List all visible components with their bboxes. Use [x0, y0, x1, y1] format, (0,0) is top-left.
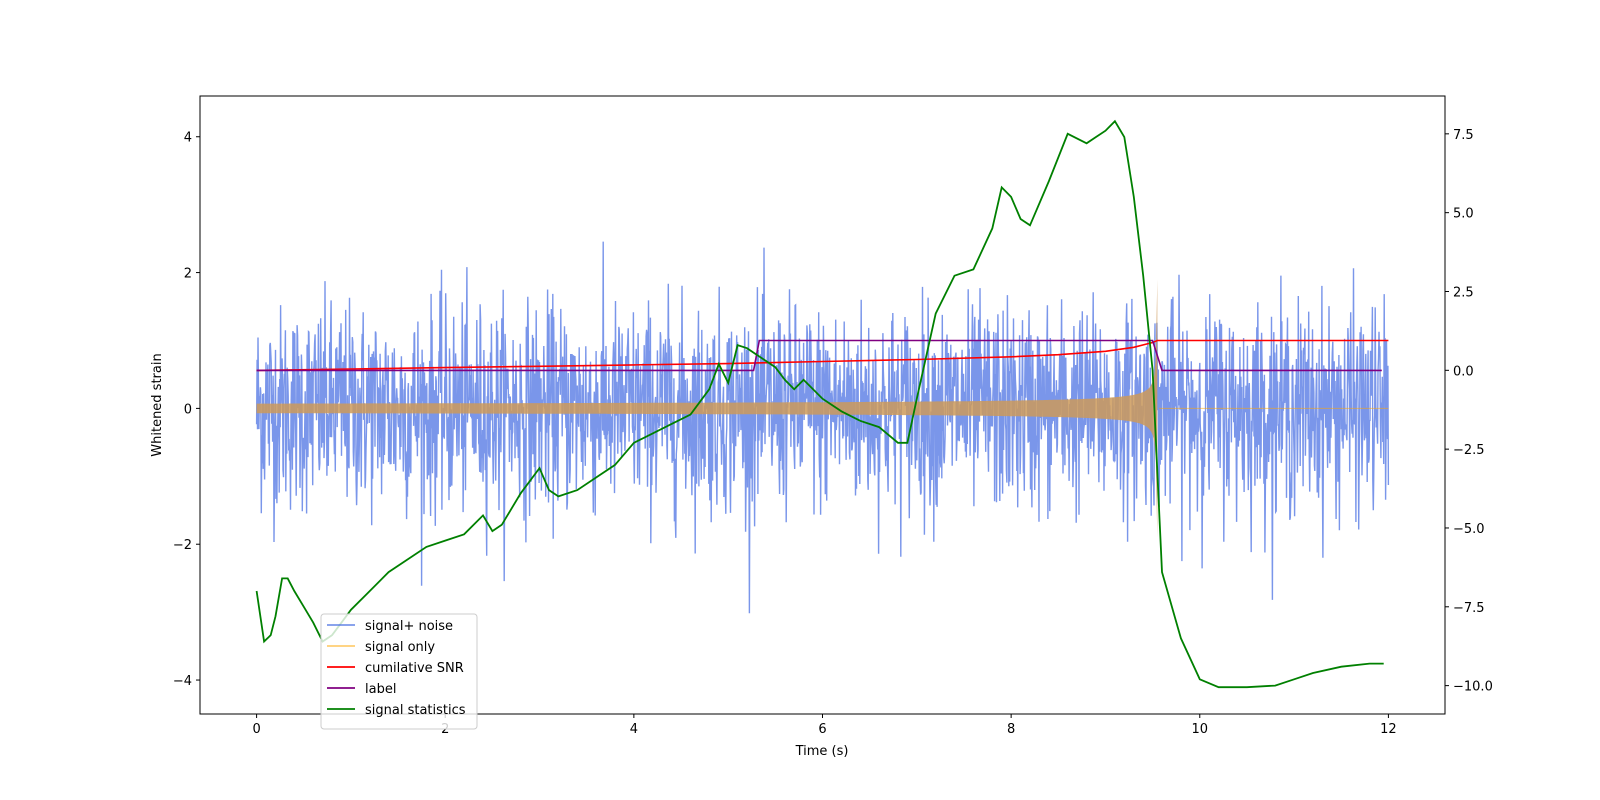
series-signal-only-envelope	[256, 279, 1158, 538]
y2-tick-label: 7.5	[1453, 128, 1474, 143]
legend-entry: label	[365, 682, 396, 697]
y-tick-label: −2	[173, 538, 192, 553]
series-signal-statistics-line	[255, 119, 1384, 689]
series-cumilative-snr-line	[256, 339, 1389, 372]
legend-entry: signal only	[365, 640, 435, 655]
x-tick-label: 12	[1380, 722, 1397, 737]
y2-tick-label: 2.5	[1453, 285, 1474, 300]
x-tick-label: 6	[818, 722, 826, 737]
y2-axis-ticks: −10.0 −7.5 −5.0 −2.5 0.0 2.5 5.0 7.5	[1445, 128, 1493, 695]
y2-tick-label: 5.0	[1453, 207, 1474, 222]
x-axis-label: Time (s)	[795, 744, 849, 759]
x-tick-label: 4	[630, 722, 638, 737]
y-axis-label: Whitened strain	[150, 353, 165, 456]
y2-tick-label: 0.0	[1453, 364, 1474, 379]
y-tick-label: 2	[184, 267, 192, 282]
y-tick-label: 0	[184, 402, 192, 417]
legend-entry: signal statistics	[365, 703, 466, 718]
series-signal-plus-noise-line	[255, 241, 1390, 614]
y2-tick-label: −2.5	[1453, 443, 1485, 458]
x-tick-label: 0	[252, 722, 260, 737]
x-tick-label: 8	[1007, 722, 1015, 737]
legend-entry: signal+ noise	[365, 619, 453, 634]
y-axis-ticks: −4 −2 0 2 4	[173, 131, 200, 689]
plot-area	[255, 119, 1390, 689]
y-tick-label: 4	[184, 131, 192, 146]
legend-box	[320, 613, 478, 730]
legend-entry: cumilative SNR	[365, 661, 464, 676]
series-label-line	[256, 339, 1382, 372]
x-axis-ticks: 024681012	[252, 714, 1397, 737]
y-tick-label: −4	[173, 674, 192, 689]
y2-tick-label: −5.0	[1453, 522, 1485, 537]
x-tick-label: 10	[1191, 722, 1208, 737]
y2-tick-label: −10.0	[1453, 680, 1493, 695]
y2-tick-label: −7.5	[1453, 601, 1485, 616]
legend: signal+ noise signal only cumilative SNR la…	[320, 613, 478, 730]
